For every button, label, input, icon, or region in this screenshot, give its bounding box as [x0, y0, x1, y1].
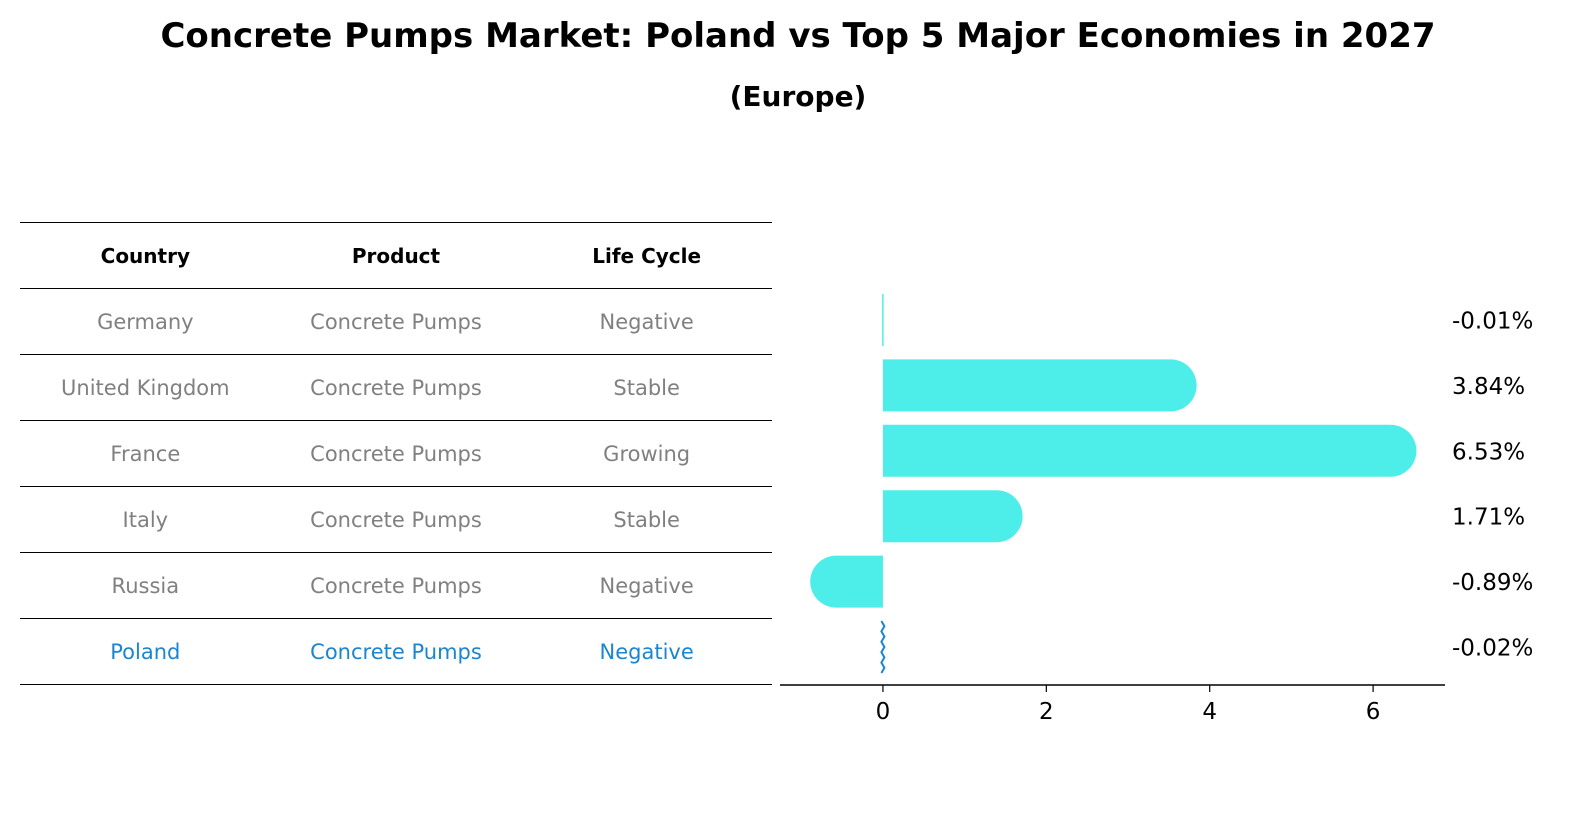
- cell-country: Italy: [20, 486, 271, 553]
- cell-life-cycle: Negative: [521, 288, 772, 355]
- cell-country: France: [20, 420, 271, 487]
- table-row: Germany Concrete Pumps Negative: [20, 288, 772, 355]
- table-row-highlight: Poland Concrete Pumps Negative: [20, 618, 772, 685]
- value-label: 3.84%: [1452, 374, 1525, 400]
- x-tick-label: 4: [1202, 699, 1217, 725]
- header-life-cycle: Life Cycle: [521, 222, 772, 289]
- table-row: France Concrete Pumps Growing: [20, 420, 772, 487]
- value-label: 1.71%: [1452, 505, 1525, 531]
- header-country: Country: [20, 222, 271, 289]
- cell-product: Concrete Pumps: [270, 486, 522, 553]
- country-table: Country Product Life Cycle Germany Concr…: [20, 222, 772, 685]
- table-row: Italy Concrete Pumps Stable: [20, 486, 772, 553]
- bar-poland: [880, 620, 886, 674]
- chart-title: Concrete Pumps Market: Poland vs Top 5 M…: [160, 16, 1436, 56]
- cell-country: Poland: [20, 618, 271, 685]
- cell-product: Concrete Pumps: [270, 618, 522, 685]
- cell-life-cycle: Negative: [521, 552, 772, 619]
- table-row: United Kingdom Concrete Pumps Stable: [20, 354, 772, 421]
- table-header-row: Country Product Life Cycle: [20, 222, 772, 289]
- cell-life-cycle: Negative: [521, 618, 772, 685]
- value-label: 6.53%: [1452, 439, 1525, 465]
- cell-product: Concrete Pumps: [270, 552, 522, 619]
- cell-country: United Kingdom: [20, 354, 271, 421]
- growth-bar-chart: -0.01% 3.84% 6.53% 1.71% -0.89% -0.02% 0 2 4 6: [780, 294, 1533, 725]
- cell-product: Concrete Pumps: [270, 420, 522, 487]
- bar-russia: [810, 555, 883, 608]
- x-tick-label: 6: [1366, 699, 1381, 725]
- bar-united-kingdom: [882, 359, 1197, 412]
- cell-life-cycle: Stable: [521, 354, 772, 421]
- bar-italy: [882, 490, 1023, 543]
- table-row: Russia Concrete Pumps Negative: [20, 552, 772, 619]
- cell-life-cycle: Growing: [521, 420, 772, 487]
- value-label: -0.01%: [1452, 309, 1533, 335]
- cell-country: Russia: [20, 552, 271, 619]
- x-tick-label: 2: [1039, 699, 1054, 725]
- value-label: -0.02%: [1452, 636, 1533, 662]
- header-product: Product: [270, 222, 522, 289]
- value-label: -0.89%: [1452, 570, 1533, 596]
- cell-product: Concrete Pumps: [270, 354, 522, 421]
- cell-country: Germany: [20, 288, 271, 355]
- cell-life-cycle: Stable: [521, 486, 772, 553]
- bar-germany: [882, 294, 884, 346]
- x-tick-label: 0: [876, 699, 891, 725]
- cell-product: Concrete Pumps: [270, 288, 522, 355]
- chart-subtitle: (Europe): [729, 80, 867, 113]
- bar-france: [882, 424, 1417, 477]
